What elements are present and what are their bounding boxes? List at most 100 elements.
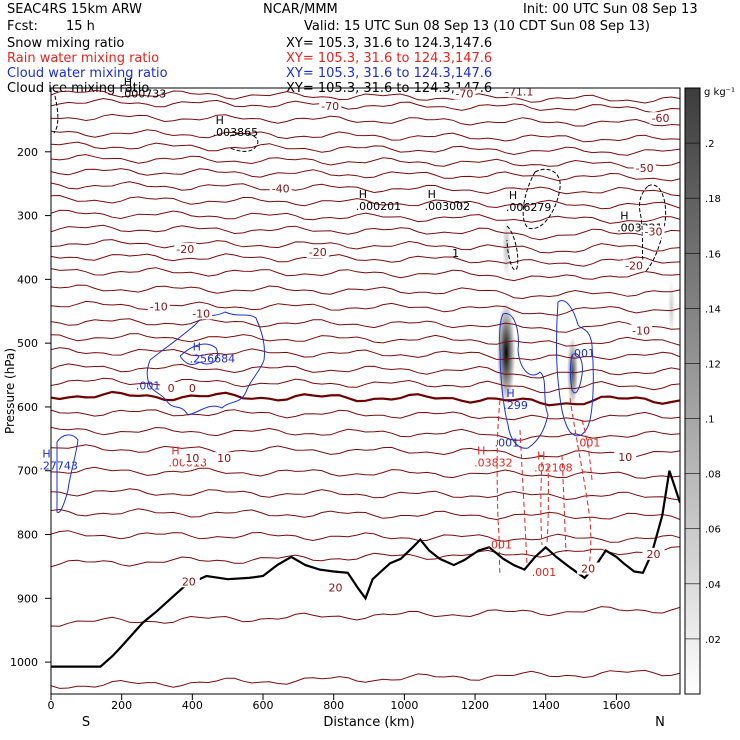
isotherm (51, 209, 680, 224)
field-name-rain: Rain water mixing ratio (7, 51, 160, 66)
isotherm-label: 20 (581, 563, 595, 576)
isotherm-label-bg (181, 452, 204, 465)
field-xy-cloud-water: XY= 105.3, 31.6 to 124.3,147.6 (286, 66, 493, 81)
x-axis-label: Distance (km) (323, 715, 414, 730)
isotherm-label: -70 (455, 87, 473, 100)
contour-value-label: .001 (571, 347, 596, 360)
isotherm-label: -30 (645, 226, 663, 239)
contour-value-label: .001 (488, 539, 513, 552)
isotherm (51, 318, 680, 333)
snow-field-blob (667, 279, 676, 337)
colorbar-tick-label: .14 (705, 304, 721, 315)
isotherm (51, 267, 680, 282)
isotherm (51, 409, 680, 422)
temperature-contour-labels: -71.1 -70 -70 -60 -50 -40 -30 -20 -20 -20 -10 -10 -1… (147, 85, 672, 595)
isotherm-label: 20 (182, 575, 196, 588)
max-marker-h: H (124, 76, 132, 89)
colorbar-tick-label: .2 (705, 139, 715, 150)
isotherm-label-bg (181, 382, 204, 394)
forecast-hour: 15 h (66, 19, 95, 34)
rain-water-contours (496, 397, 593, 576)
cloud-water-contour (56, 434, 79, 514)
isotherm (51, 363, 680, 379)
isotherm-label-bg (269, 182, 292, 195)
isotherm (51, 426, 680, 441)
x-end-label-south: S (82, 715, 90, 730)
y-tick-label: 1000 (10, 656, 38, 669)
max-marker-h: H (509, 189, 517, 202)
max-value-label: .256684 (190, 352, 236, 365)
isotherm-label: -40 (272, 182, 290, 195)
isotherm-label-bg (306, 246, 329, 259)
colorbar-tick-label: .16 (705, 249, 721, 260)
plot-frame (50, 87, 681, 695)
y-tick-label: 500 (17, 337, 38, 350)
isotherm-label-bg (174, 242, 197, 255)
max-marker-h: H (537, 449, 545, 462)
contour-value-label: .001 (576, 436, 601, 449)
max-marker-h: H (359, 188, 367, 201)
isotherm-label: -50 (636, 162, 654, 175)
max-marker-h: H (506, 387, 514, 400)
ice-contour (639, 184, 667, 273)
isotherm-label-bg (177, 575, 200, 588)
cloud-ice-contours (53, 95, 667, 273)
max-marker-h: H (620, 210, 628, 223)
model-title: SEAC4RS 15km ARW (7, 2, 143, 17)
rain-contour (540, 461, 543, 546)
field-name-snow: Snow mixing ratio (7, 36, 125, 51)
colorbar-tick-label: .02 (705, 635, 721, 646)
isotherm (51, 390, 680, 407)
isotherm (51, 89, 680, 104)
isotherm-label: -70 (321, 100, 339, 113)
x-tick-label: 600 (253, 699, 274, 712)
isotherm-label-bg (630, 324, 653, 337)
colorbar-unit: g kg⁻¹ (704, 87, 735, 98)
isotherm-label: 0 (189, 382, 196, 395)
isotherm (51, 333, 680, 347)
max-value-label: .000201 (356, 200, 402, 213)
isotherm-label: -71.1 (505, 85, 533, 98)
max-value-label: .003002 (425, 200, 471, 213)
max-value-label: .27743 (39, 460, 78, 473)
isotherm-label-bg (577, 562, 600, 575)
isotherm-label: 10 (185, 452, 199, 465)
ice-contour (229, 133, 259, 152)
ice-contour (522, 168, 561, 230)
isotherm (51, 253, 680, 267)
valid-time: Valid: 15 UTC Sun 08 Sep 13 (10 CDT Sun … (304, 19, 650, 34)
colorbar-tick-label: .1 (705, 415, 715, 426)
isotherm-label: -60 (652, 112, 670, 125)
rain-contour (496, 399, 501, 576)
x-tick-label: 1600 (602, 699, 630, 712)
colorbar-tick-label: .08 (705, 470, 721, 481)
isotherm (51, 154, 680, 169)
terrain-line (51, 470, 680, 668)
y-tick-label: 900 (17, 592, 38, 605)
cloud-water-contours (56, 300, 594, 514)
isotherm-label-bg (213, 452, 236, 465)
colorbar-tick-label: .06 (705, 525, 721, 536)
max-value-label: .000733 (121, 88, 166, 101)
max-value-label: .003865 (213, 126, 259, 139)
colorbar-tick-label: .18 (705, 194, 721, 205)
max-marker-h: H (193, 340, 201, 353)
temperature-contours (51, 89, 680, 689)
isotherm (51, 97, 680, 114)
x-tick-label: 200 (111, 699, 132, 712)
isotherm-label-bg (642, 225, 665, 238)
isotherm-label-bg (633, 161, 656, 174)
isotherm (51, 377, 680, 394)
isotherm-label-bg (160, 382, 183, 394)
isotherm-label: -10 (150, 300, 168, 313)
y-tick-label: 200 (17, 146, 38, 159)
isotherm (51, 444, 680, 460)
colorbar-ramp (684, 87, 701, 695)
isotherm-label: -10 (632, 325, 650, 338)
isotherm (51, 239, 680, 254)
isotherm (51, 546, 680, 568)
isotherm (51, 347, 680, 361)
isotherm-label-bg (319, 100, 342, 113)
